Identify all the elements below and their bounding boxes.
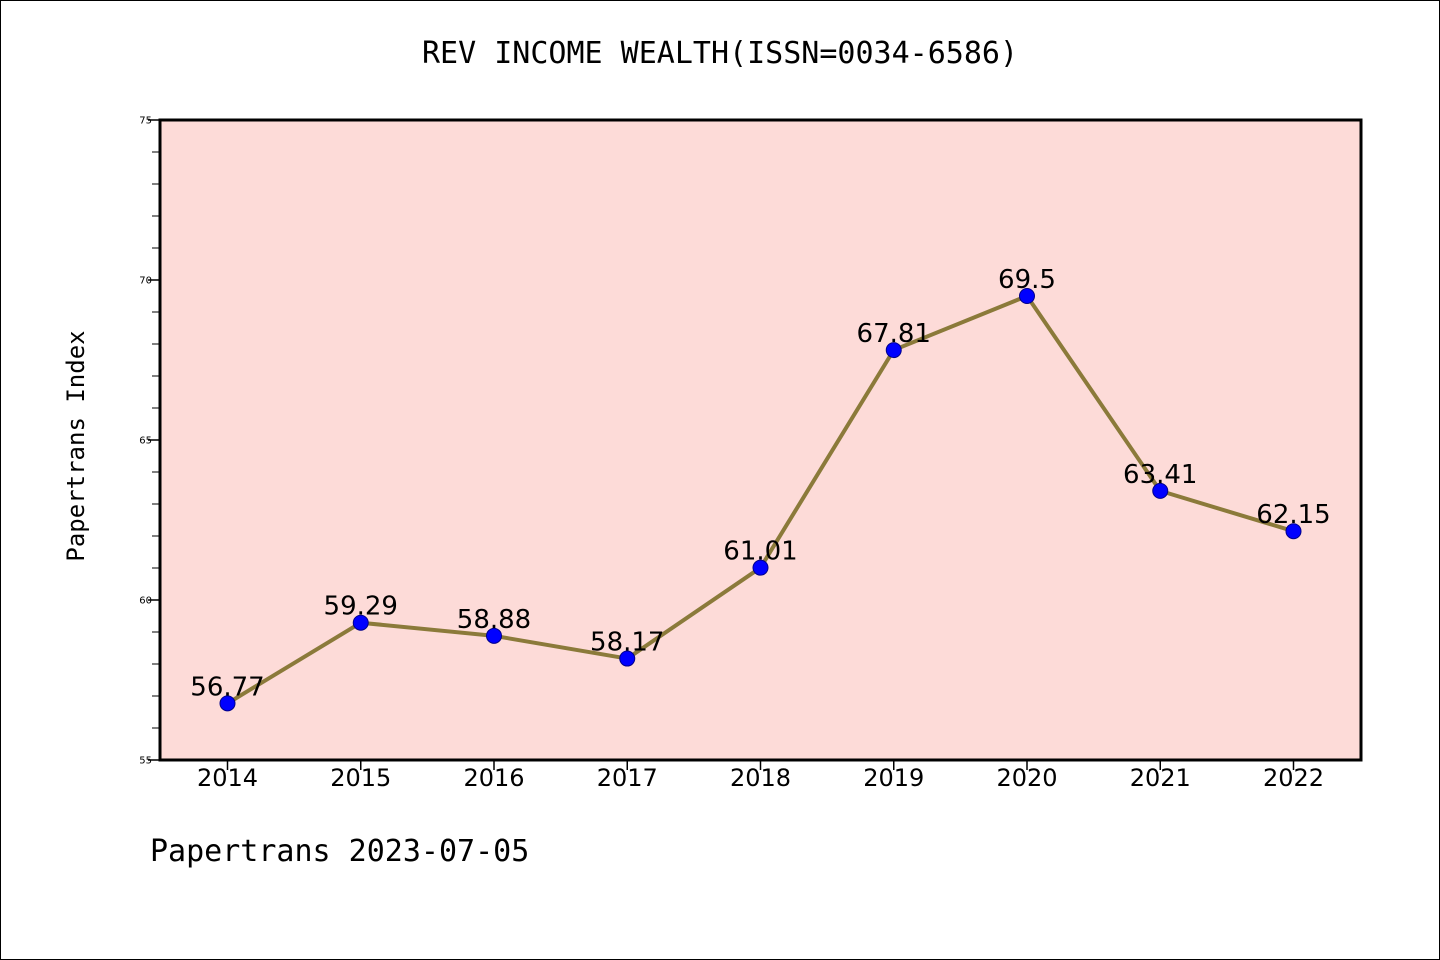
data-label: 61.01 bbox=[723, 537, 797, 567]
x-tick-label: 2017 bbox=[597, 764, 658, 792]
x-tick-label: 2021 bbox=[1130, 764, 1191, 792]
data-markers bbox=[219, 288, 1302, 712]
data-label: 58.88 bbox=[457, 605, 531, 635]
data-label: 67.81 bbox=[857, 319, 931, 349]
data-label: 63.41 bbox=[1123, 460, 1197, 490]
data-label: 59.29 bbox=[324, 592, 398, 622]
footer-note: Papertrans 2023-07-05 bbox=[150, 834, 530, 869]
data-point bbox=[752, 559, 769, 576]
data-label: 58.17 bbox=[590, 628, 664, 658]
data-point bbox=[1285, 523, 1302, 540]
x-tick-label: 2018 bbox=[730, 764, 791, 792]
data-point bbox=[1019, 288, 1035, 304]
data-labels: 56.77 59.29 58.88 58.17 61.01 67.81 69.5 63.41 6… bbox=[190, 265, 1330, 702]
x-tick-label: 2020 bbox=[996, 764, 1057, 792]
x-tick-label: 2022 bbox=[1263, 764, 1324, 792]
y-major-ticks: 55 60 65 70 75 bbox=[139, 116, 160, 767]
x-tick-label: 2015 bbox=[330, 764, 391, 792]
y-tick-label: 70 bbox=[139, 276, 152, 287]
data-label: 56.77 bbox=[190, 672, 264, 702]
data-label: 69.5 bbox=[998, 265, 1056, 295]
chart-title: REV INCOME WEALTH(ISSN=0034-6586) bbox=[421, 36, 1019, 71]
plot-area bbox=[160, 120, 1361, 760]
data-point bbox=[619, 650, 636, 667]
data-point bbox=[352, 614, 369, 631]
plot-border bbox=[158, 118, 1363, 762]
data-point bbox=[486, 627, 502, 644]
data-point bbox=[885, 342, 902, 359]
x-tick-label: 2016 bbox=[463, 764, 524, 792]
y-tick-label: 65 bbox=[139, 436, 152, 447]
y-tick-label: 75 bbox=[139, 116, 152, 127]
data-label: 62.15 bbox=[1256, 500, 1330, 530]
y-tick-label: 55 bbox=[139, 756, 152, 767]
x-tick-label: 2014 bbox=[197, 764, 258, 792]
y-axis-label: Papertrans Index bbox=[62, 330, 90, 562]
y-tick-label: 60 bbox=[139, 596, 152, 607]
data-point bbox=[1152, 482, 1169, 499]
x-ticks: 2014 2015 2016 2017 2018 2019 2020 2021 2022 bbox=[197, 760, 1324, 792]
data-point bbox=[219, 695, 236, 712]
x-tick-label: 2019 bbox=[863, 764, 924, 792]
